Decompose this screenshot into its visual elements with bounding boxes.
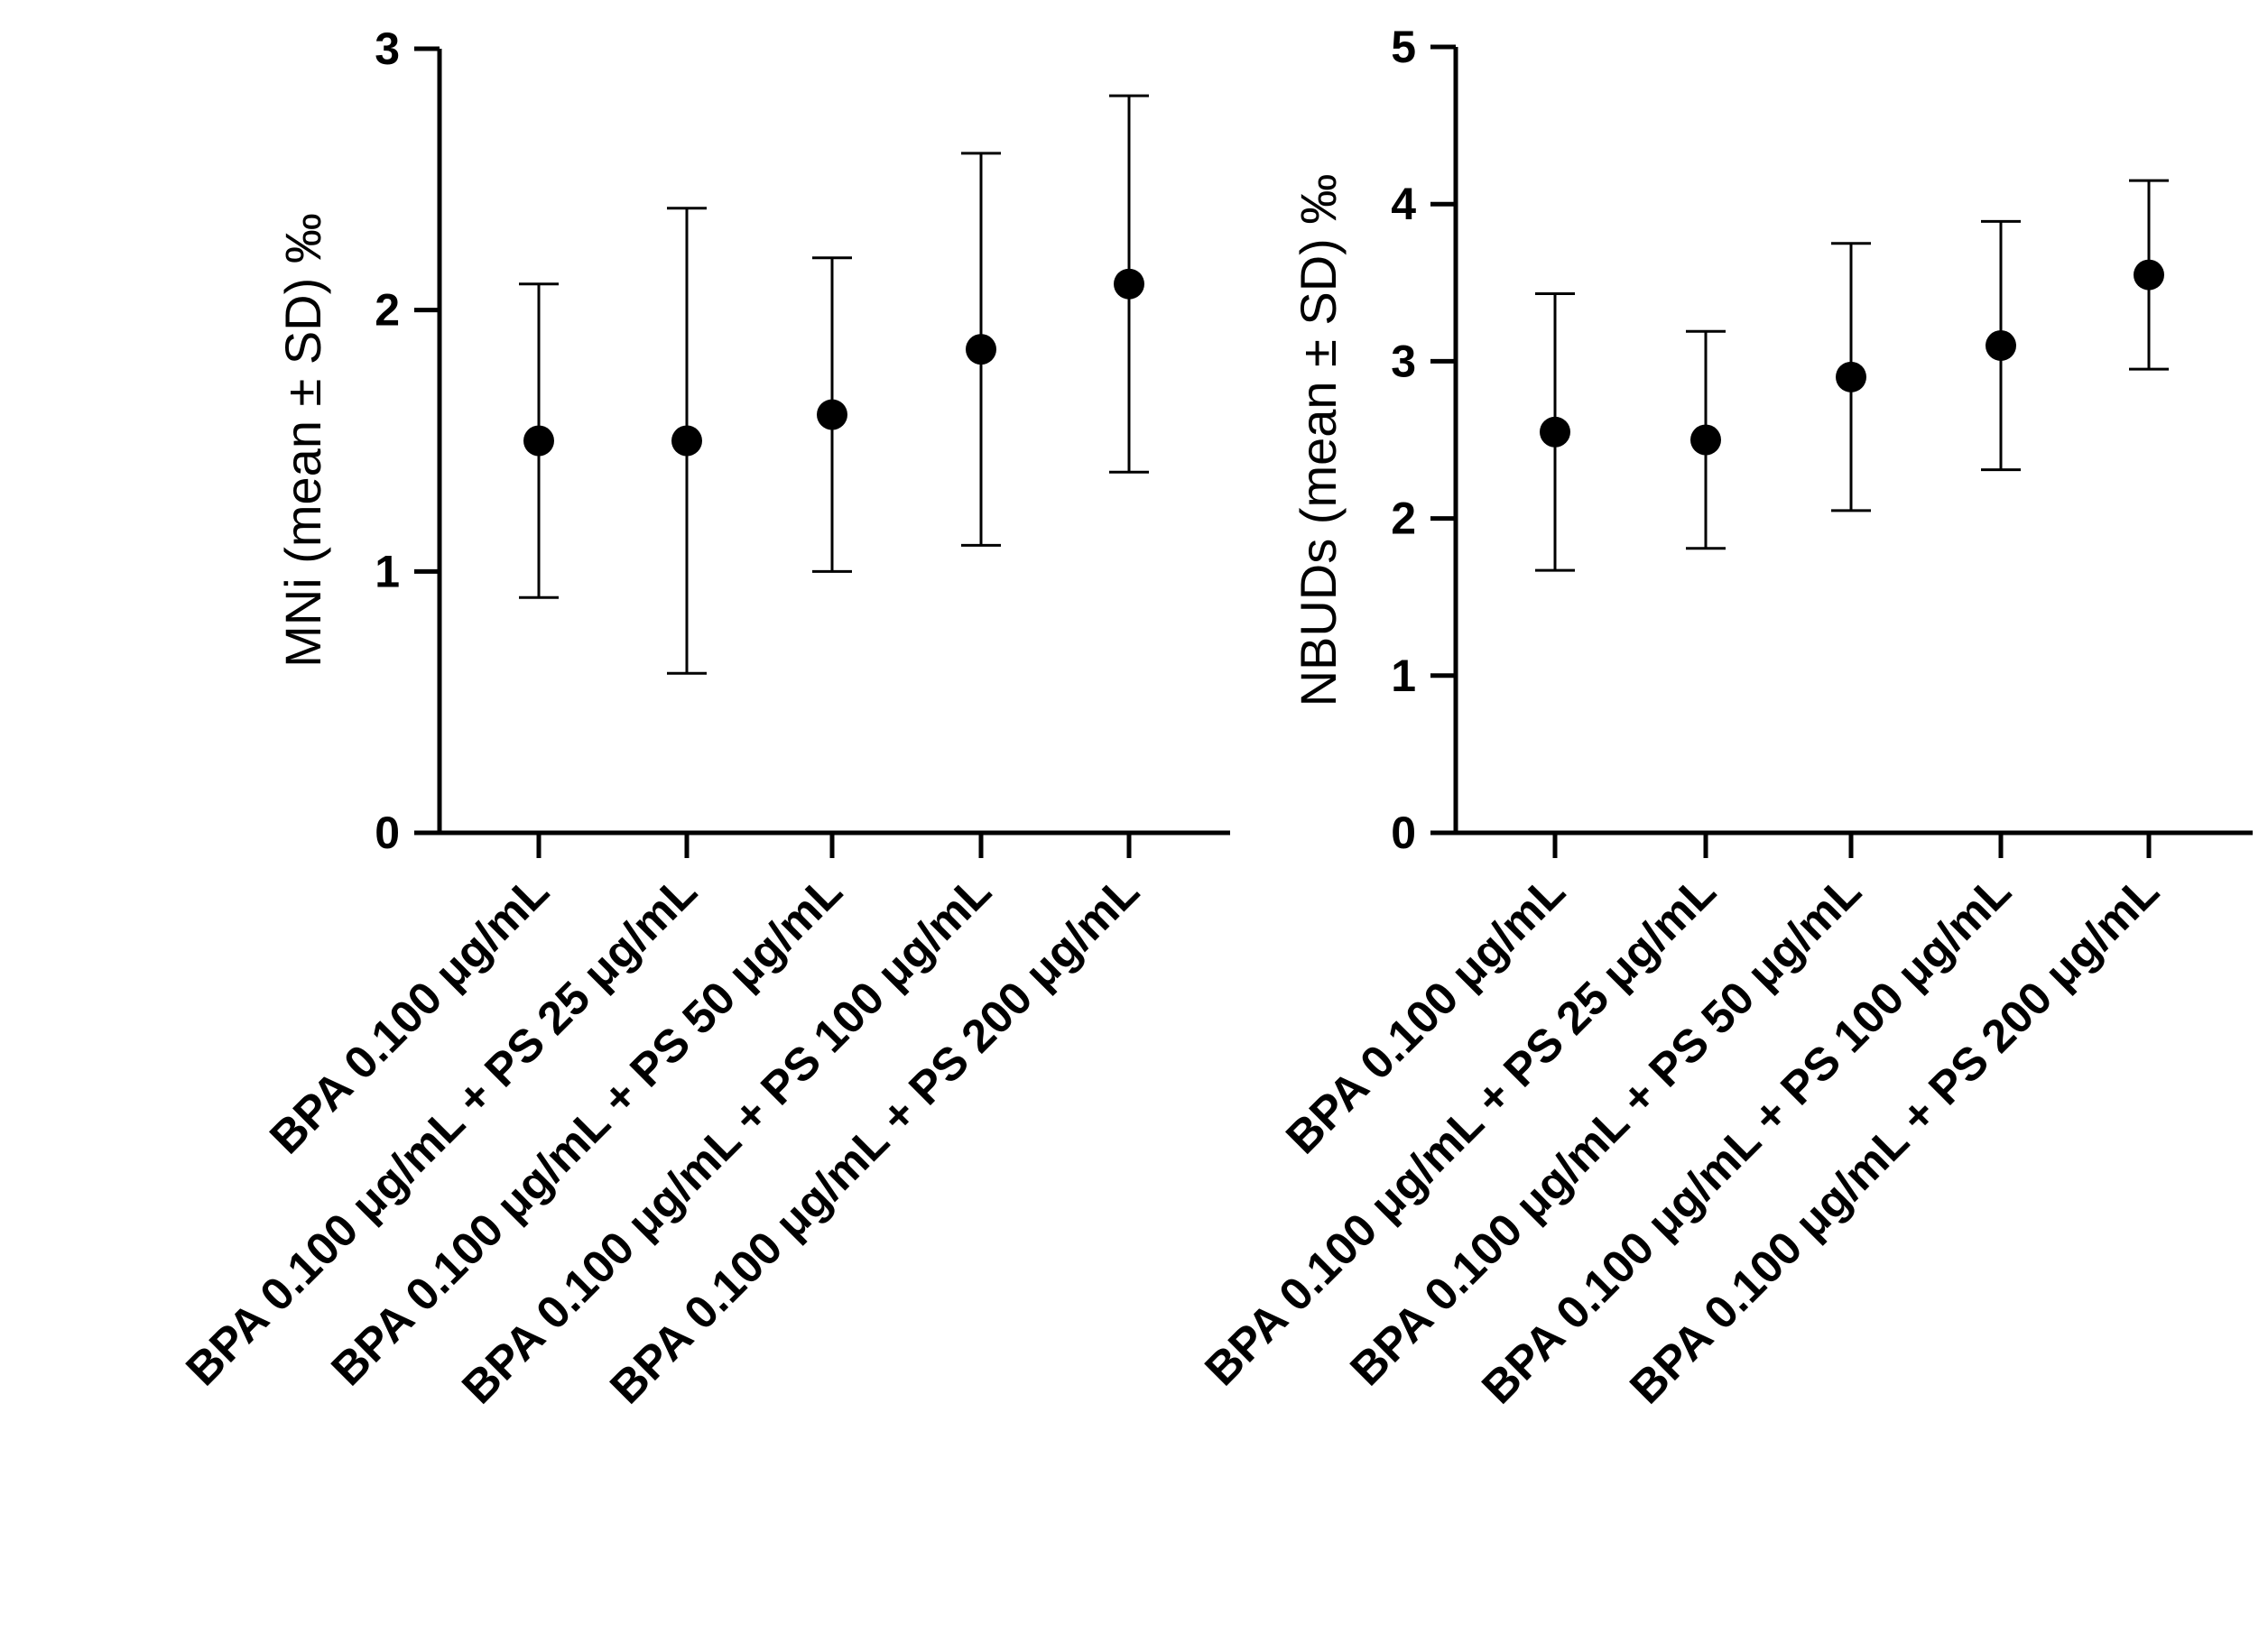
data-point — [1836, 361, 1866, 392]
x-tick-label: BPA 0.100 μg/mL + PS 100 μg/mL — [452, 864, 1001, 1413]
nbuds-chart: 0 1 2 3 4 5 NBUDs (mean ± SD) ‰ BPA 0.100 μg/mL… — [1195, 22, 2253, 1413]
y-tick-label: 3 — [1391, 336, 1416, 386]
mni-chart: 0 1 2 3 MNi (mean ± SD) ‰ BPA 0.100 μg/mLBPA … — [176, 23, 1230, 1413]
data-point — [523, 425, 554, 457]
data-point — [1690, 424, 1721, 456]
y-axis-title: MNi (mean ± SD) ‰ — [274, 213, 331, 668]
x-tick-label: BPA 0.100 μg/mL + PS 200 μg/mL — [1620, 864, 2169, 1413]
data-point — [2134, 259, 2164, 291]
x-tick-label: BPA 0.100 μg/mL + PS 200 μg/mL — [600, 864, 1149, 1413]
x-tick-label: BPA 0.100 μg/mL — [1276, 864, 1575, 1163]
data-point — [1540, 416, 1570, 448]
data-point — [817, 399, 847, 430]
y-tick-label: 2 — [1391, 494, 1416, 544]
y-tick-label: 2 — [375, 285, 400, 336]
y-tick-label: 5 — [1391, 22, 1416, 72]
data-point — [671, 425, 702, 457]
x-tick-label: BPA 0.100 μg/mL + PS 100 μg/mL — [1472, 864, 2021, 1413]
x-tick-label: BPA 0.100 μg/mL + PS 25 μg/mL — [176, 864, 707, 1395]
y-axis-title: NBUDs (mean ± SD) ‰ — [1290, 174, 1347, 707]
data-point — [966, 334, 996, 365]
y-tick-label: 1 — [1391, 651, 1416, 701]
y-tick-label: 0 — [375, 808, 400, 858]
data-point — [1114, 268, 1144, 300]
data-point — [1986, 329, 2016, 361]
y-tick-label: 4 — [1391, 179, 1416, 229]
x-tick-label: BPA 0.100 μg/mL — [260, 864, 559, 1163]
y-tick-label: 0 — [1391, 808, 1416, 858]
x-tick-label: BPA 0.100 μg/mL + PS 50 μg/mL — [321, 864, 852, 1395]
y-tick-label: 1 — [375, 546, 400, 596]
y-tick-label: 3 — [375, 23, 400, 74]
